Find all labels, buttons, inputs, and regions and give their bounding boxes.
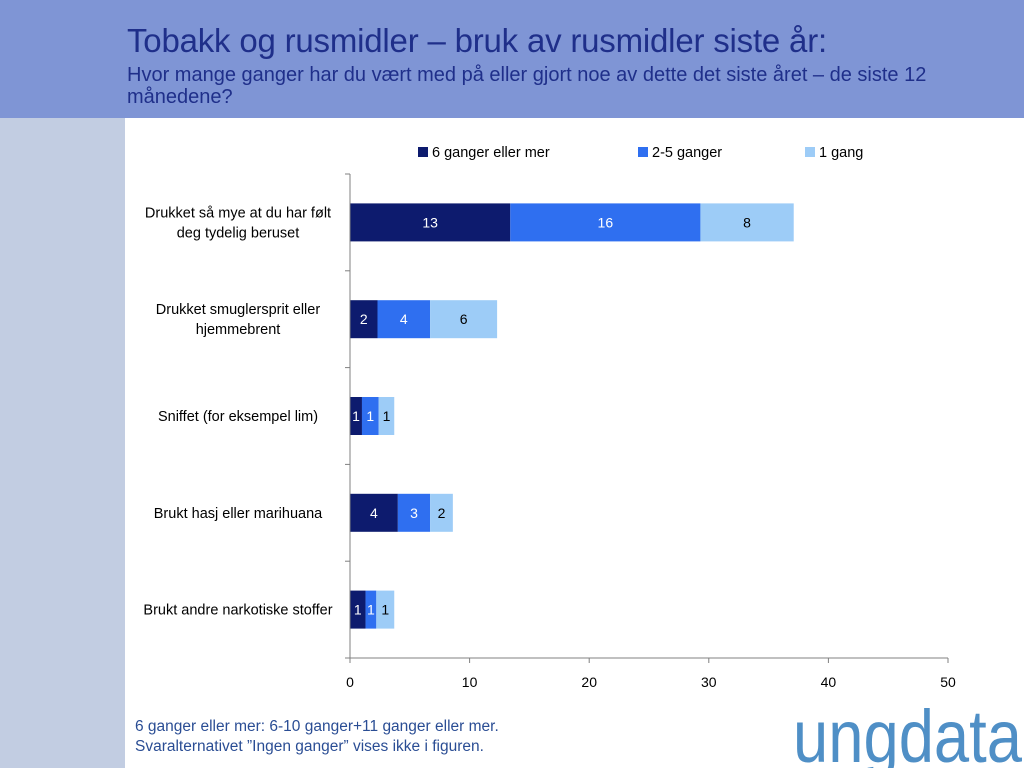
data-label: 1 bbox=[383, 408, 391, 424]
bar-segment bbox=[350, 493, 398, 532]
bar-segment bbox=[430, 300, 498, 339]
x-tick-label: 0 bbox=[346, 674, 354, 690]
ungdata-logo: ungdata bbox=[793, 700, 1023, 768]
chart-axes: 0 10 20 30 40 50 Drukket så mye at du har følt… bbox=[143, 173, 956, 690]
bar-segment bbox=[365, 590, 377, 629]
data-label: 6 bbox=[460, 311, 468, 327]
category-label: Brukt hasj eller marihuana bbox=[154, 506, 323, 522]
stacked-bar-chart: 6 ganger eller mer 2-5 ganger 1 gang 13 16 8… bbox=[143, 145, 956, 690]
bar-segment bbox=[350, 397, 362, 435]
data-label: 4 bbox=[370, 505, 378, 521]
x-tick-label: 20 bbox=[581, 674, 597, 690]
data-label: 1 bbox=[352, 408, 360, 424]
footnote: 6 ganger eller mer: 6-10 ganger+11 gange… bbox=[135, 717, 499, 757]
category-label: Drukket smuglersprit eller hjemmebrent bbox=[156, 302, 321, 338]
chart-legend: 6 ganger eller mer 2-5 ganger 1 gang bbox=[418, 145, 863, 161]
bar-segment bbox=[397, 493, 431, 532]
bar-segment bbox=[700, 203, 794, 242]
x-tick-label: 50 bbox=[940, 674, 956, 690]
category-label: Brukt andre narkotiske stoffer bbox=[143, 603, 332, 619]
bar-segment bbox=[350, 203, 511, 242]
data-label: 1 bbox=[381, 602, 389, 618]
legend-label: 1 gang bbox=[819, 145, 863, 161]
category-label: Drukket så mye at du har følt deg tydelig… bbox=[145, 205, 331, 241]
bar-segment bbox=[377, 300, 431, 339]
data-label: 4 bbox=[400, 311, 408, 327]
side-strip bbox=[0, 118, 125, 768]
data-label: 1 bbox=[354, 602, 362, 618]
x-tick-label: 30 bbox=[701, 674, 717, 690]
category-label: Sniffet (for eksempel lim) bbox=[158, 409, 318, 425]
x-tick-label: 10 bbox=[462, 674, 478, 690]
slide-title: Tobakk og rusmidler – bruk av rusmidler … bbox=[127, 22, 827, 59]
bar-segment bbox=[430, 493, 453, 532]
legend-label: 6 ganger eller mer bbox=[432, 145, 550, 161]
data-label: 1 bbox=[367, 602, 375, 618]
legend-swatch bbox=[418, 147, 428, 157]
data-label: 2 bbox=[438, 505, 446, 521]
data-label: 3 bbox=[410, 505, 418, 521]
footnote-line-2: Svaralternativet ”Ingen ganger” vises ik… bbox=[135, 738, 484, 755]
bar-segment bbox=[350, 590, 366, 629]
data-label: 13 bbox=[422, 214, 438, 230]
data-label: 16 bbox=[598, 214, 614, 230]
bar-segment bbox=[361, 397, 379, 435]
legend-label: 2-5 ganger bbox=[652, 145, 722, 161]
data-label: 2 bbox=[360, 311, 368, 327]
data-label: 1 bbox=[366, 408, 374, 424]
legend-swatch bbox=[805, 147, 815, 157]
slide-header: Tobakk og rusmidler – bruk av rusmidler … bbox=[0, 0, 1024, 118]
chart-bars: 13 16 82 4 61 1 14 3 21 1 1 bbox=[350, 203, 794, 629]
bar-segment bbox=[350, 300, 378, 339]
legend-swatch bbox=[638, 147, 648, 157]
footnote-line-1: 6 ganger eller mer: 6-10 ganger+11 gange… bbox=[135, 718, 499, 735]
slide-subtitle: Hvor mange ganger har du vært med på ell… bbox=[127, 64, 927, 108]
data-label: 8 bbox=[743, 214, 751, 230]
bar-segment bbox=[376, 590, 395, 629]
ungdata-logo-text: ungdata bbox=[793, 700, 1023, 768]
bar-segment bbox=[510, 203, 701, 242]
x-tick-label: 40 bbox=[821, 674, 837, 690]
bar-segment bbox=[378, 397, 395, 435]
